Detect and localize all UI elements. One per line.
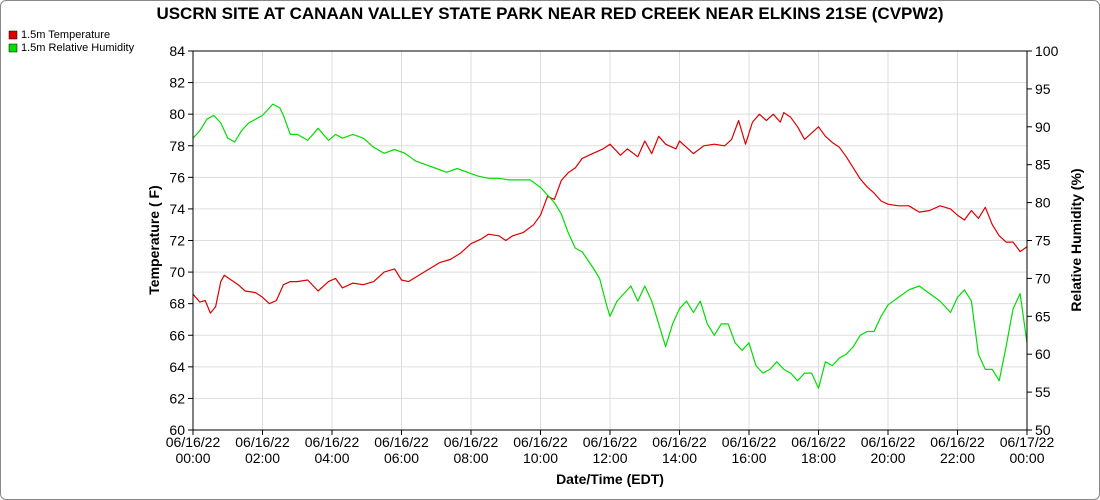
x-tick-time-label: 18:00 bbox=[801, 450, 836, 466]
right-tick-label: 95 bbox=[1035, 81, 1051, 97]
series-lines bbox=[192, 103, 1028, 389]
x-tick-date-label: 06/16/22 bbox=[513, 434, 568, 450]
x-tick-time-label: 04:00 bbox=[314, 450, 349, 466]
series-line-temperature bbox=[192, 112, 1028, 314]
left-tick-label: 76 bbox=[169, 169, 185, 185]
x-tick-date-label: 06/16/22 bbox=[930, 434, 985, 450]
left-tick-label: 74 bbox=[169, 201, 185, 217]
x-tick-date-label: 06/16/22 bbox=[166, 434, 221, 450]
gridlines bbox=[192, 50, 1028, 431]
left-tick-label: 78 bbox=[169, 138, 185, 154]
right-tick-label: 100 bbox=[1035, 43, 1059, 59]
legend-label-humidity: 1.5m Relative Humidity bbox=[21, 42, 135, 54]
right-tick-label: 80 bbox=[1035, 195, 1051, 211]
legend: 1.5m Temperature 1.5m Relative Humidity bbox=[8, 29, 135, 54]
x-tick-time-label: 08:00 bbox=[453, 450, 488, 466]
right-tick-label: 90 bbox=[1035, 119, 1051, 135]
left-tick-label: 70 bbox=[169, 264, 185, 280]
x-tick-time-label: 02:00 bbox=[245, 450, 280, 466]
x-tick-time-label: 00:00 bbox=[1009, 450, 1044, 466]
left-tick-label: 62 bbox=[169, 390, 185, 406]
x-tick-time-label: 20:00 bbox=[870, 450, 905, 466]
left-tick-label: 80 bbox=[169, 106, 185, 122]
x-tick-time-label: 16:00 bbox=[731, 450, 766, 466]
right-tick-label: 55 bbox=[1035, 384, 1051, 400]
x-tick-date-label: 06/16/22 bbox=[722, 434, 777, 450]
x-tick-time-label: 10:00 bbox=[523, 450, 558, 466]
y-axis-label-left: Temperature ( F) bbox=[146, 185, 162, 294]
x-tick-date-label: 06/16/22 bbox=[444, 434, 499, 450]
right-axis-ticks: 50 55 60 65 70 75 80 85 90 95 100 bbox=[1027, 43, 1059, 438]
right-tick-label: 85 bbox=[1035, 157, 1051, 173]
x-tick-date-label: 06/16/22 bbox=[374, 434, 429, 450]
x-tick-date-label: 06/16/22 bbox=[791, 434, 846, 450]
right-tick-label: 60 bbox=[1035, 346, 1051, 362]
x-tick-time-label: 06:00 bbox=[384, 450, 419, 466]
x-tick-date-label: 06/16/22 bbox=[305, 434, 360, 450]
x-tick-date-label: 06/16/22 bbox=[235, 434, 290, 450]
x-tick-time-label: 00:00 bbox=[175, 450, 210, 466]
x-tick-date-label: 06/17/22 bbox=[1000, 434, 1055, 450]
left-tick-label: 68 bbox=[169, 296, 185, 312]
x-tick-time-label: 14:00 bbox=[662, 450, 697, 466]
left-tick-label: 84 bbox=[169, 43, 185, 59]
y-axis-label-right: Relative Humidity (%) bbox=[1068, 168, 1084, 311]
x-tick-time-label: 12:00 bbox=[592, 450, 627, 466]
x-axis-label: Date/Time (EDT) bbox=[556, 471, 664, 487]
right-tick-label: 75 bbox=[1035, 233, 1051, 249]
left-tick-label: 64 bbox=[169, 359, 185, 375]
legend-label-temperature: 1.5m Temperature bbox=[21, 29, 110, 41]
x-tick-date-label: 06/16/22 bbox=[652, 434, 707, 450]
legend-swatch-humidity bbox=[8, 43, 18, 53]
left-axis-ticks: 60 62 64 66 68 70 72 74 76 78 80 82 84 bbox=[169, 43, 193, 438]
right-tick-label: 65 bbox=[1035, 308, 1051, 324]
x-tick-time-label: 22:00 bbox=[940, 450, 975, 466]
left-tick-label: 72 bbox=[169, 233, 185, 249]
x-tick-date-label: 06/16/22 bbox=[583, 434, 638, 450]
right-tick-label: 70 bbox=[1035, 270, 1051, 286]
left-tick-label: 66 bbox=[169, 327, 185, 343]
x-tick-date-label: 06/16/22 bbox=[861, 434, 916, 450]
chart-title: USCRN SITE AT CANAAN VALLEY STATE PARK N… bbox=[156, 4, 943, 23]
series-line-humidity bbox=[192, 103, 1028, 389]
right-tick-label: 50 bbox=[1035, 422, 1051, 438]
left-tick-label: 60 bbox=[169, 422, 185, 438]
x-axis-ticks: 06/16/2200:0006/16/2202:0006/16/2204:000… bbox=[166, 430, 1055, 466]
legend-swatch-temperature bbox=[8, 30, 18, 40]
left-tick-label: 82 bbox=[169, 75, 185, 91]
